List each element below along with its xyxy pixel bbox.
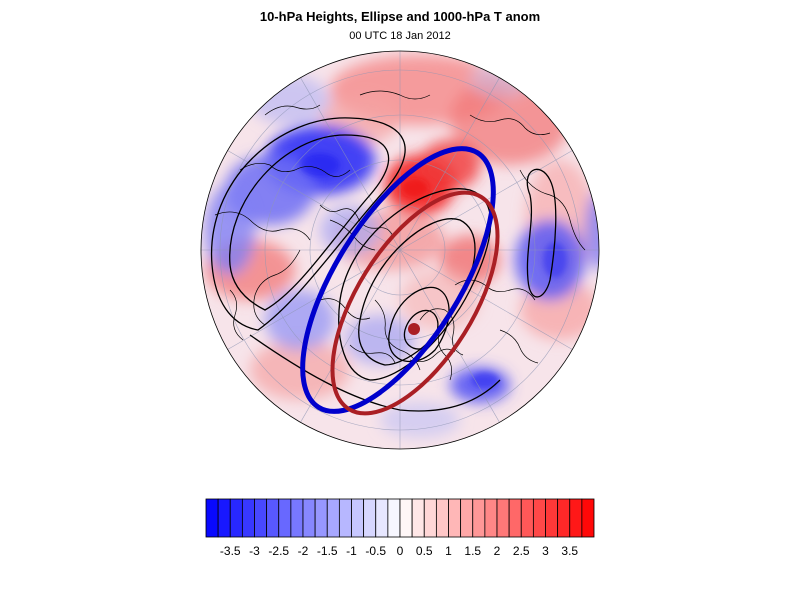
colorbar-tick-label: -3 <box>249 544 260 558</box>
colorbar-box <box>435 498 449 538</box>
meridian-line <box>299 76 401 251</box>
colorbar-box <box>314 498 328 538</box>
colorbar-box <box>411 498 425 538</box>
colorbar-box <box>266 498 280 538</box>
colorbar-box <box>508 498 522 538</box>
red-vortex-ellipse <box>330 190 500 416</box>
meridian-line <box>299 249 401 424</box>
colorbar-box <box>545 498 559 538</box>
colorbar-boxes <box>205 498 595 538</box>
colorbar-box <box>290 498 304 538</box>
colorbar-tick-label: 0 <box>397 544 404 558</box>
colorbar-box <box>241 498 255 538</box>
anomaly-detail <box>300 153 567 388</box>
colorbar-box <box>581 498 595 538</box>
colorbar-box <box>557 498 571 538</box>
colorbar-tick-label: -2.5 <box>268 544 289 558</box>
colorbar-box <box>484 498 498 538</box>
colorbar-box <box>302 498 316 538</box>
vortex-centroid-marker <box>408 323 420 335</box>
colorbar-box <box>448 498 462 538</box>
colorbar-box <box>229 498 243 538</box>
colorbar-box <box>532 498 546 538</box>
colorbar-tick-label: 1.5 <box>464 544 481 558</box>
colorbar-box <box>399 498 413 538</box>
meridian-line <box>226 149 401 251</box>
colorbar-box <box>254 498 268 538</box>
meridian-line <box>399 249 501 424</box>
map-border <box>200 50 600 450</box>
map-subtitle: 00 UTC 18 Jan 2012 <box>349 30 451 42</box>
map-title: 10-hPa Heights, Ellipse and 1000-hPa T a… <box>259 9 541 24</box>
colorbar-box <box>496 498 510 538</box>
colorbar-tick-label: 3.5 <box>561 544 578 558</box>
colorbar-tick-label: -1.5 <box>317 544 338 558</box>
colorbar-box <box>460 498 474 538</box>
colorbar-tick-label: 0.5 <box>416 544 433 558</box>
colorbar-box <box>472 498 486 538</box>
colorbar-box <box>387 498 401 538</box>
colorbar-box <box>363 498 377 538</box>
blue-vortex-ellipse <box>300 146 496 414</box>
colorbar-box <box>423 498 437 538</box>
colorbar-box <box>351 498 365 538</box>
colorbar-tick-label: -1 <box>346 544 357 558</box>
colorbar-tick-label: 2 <box>494 544 501 558</box>
colorbar-tick-label: -2 <box>298 544 309 558</box>
height-contours <box>210 117 557 412</box>
colorbar-labels: -3.5 -3 -2.5 -2 -1.5 -1 -0.5 0 0.5 1 1.5 2 2.5 3 3.5 <box>220 544 579 558</box>
colorbar-tick-label: 1 <box>445 544 452 558</box>
colorbar-tick-label: 2.5 <box>513 544 530 558</box>
colorbar-tick-label: -0.5 <box>365 544 386 558</box>
meridian-line <box>399 76 501 251</box>
colorbar-tick-label: -3.5 <box>220 544 241 558</box>
colorbar-tick-label: 3 <box>542 544 549 558</box>
meridian-line <box>399 249 574 351</box>
colorbar-box <box>278 498 292 538</box>
colorbar-box <box>326 498 340 538</box>
colorbar-box <box>569 498 583 538</box>
colorbar-box <box>205 498 219 538</box>
colorbar-box <box>520 498 534 538</box>
colorbar-box <box>375 498 389 538</box>
colorbar-box <box>217 498 231 538</box>
colorbar-box <box>338 498 352 538</box>
